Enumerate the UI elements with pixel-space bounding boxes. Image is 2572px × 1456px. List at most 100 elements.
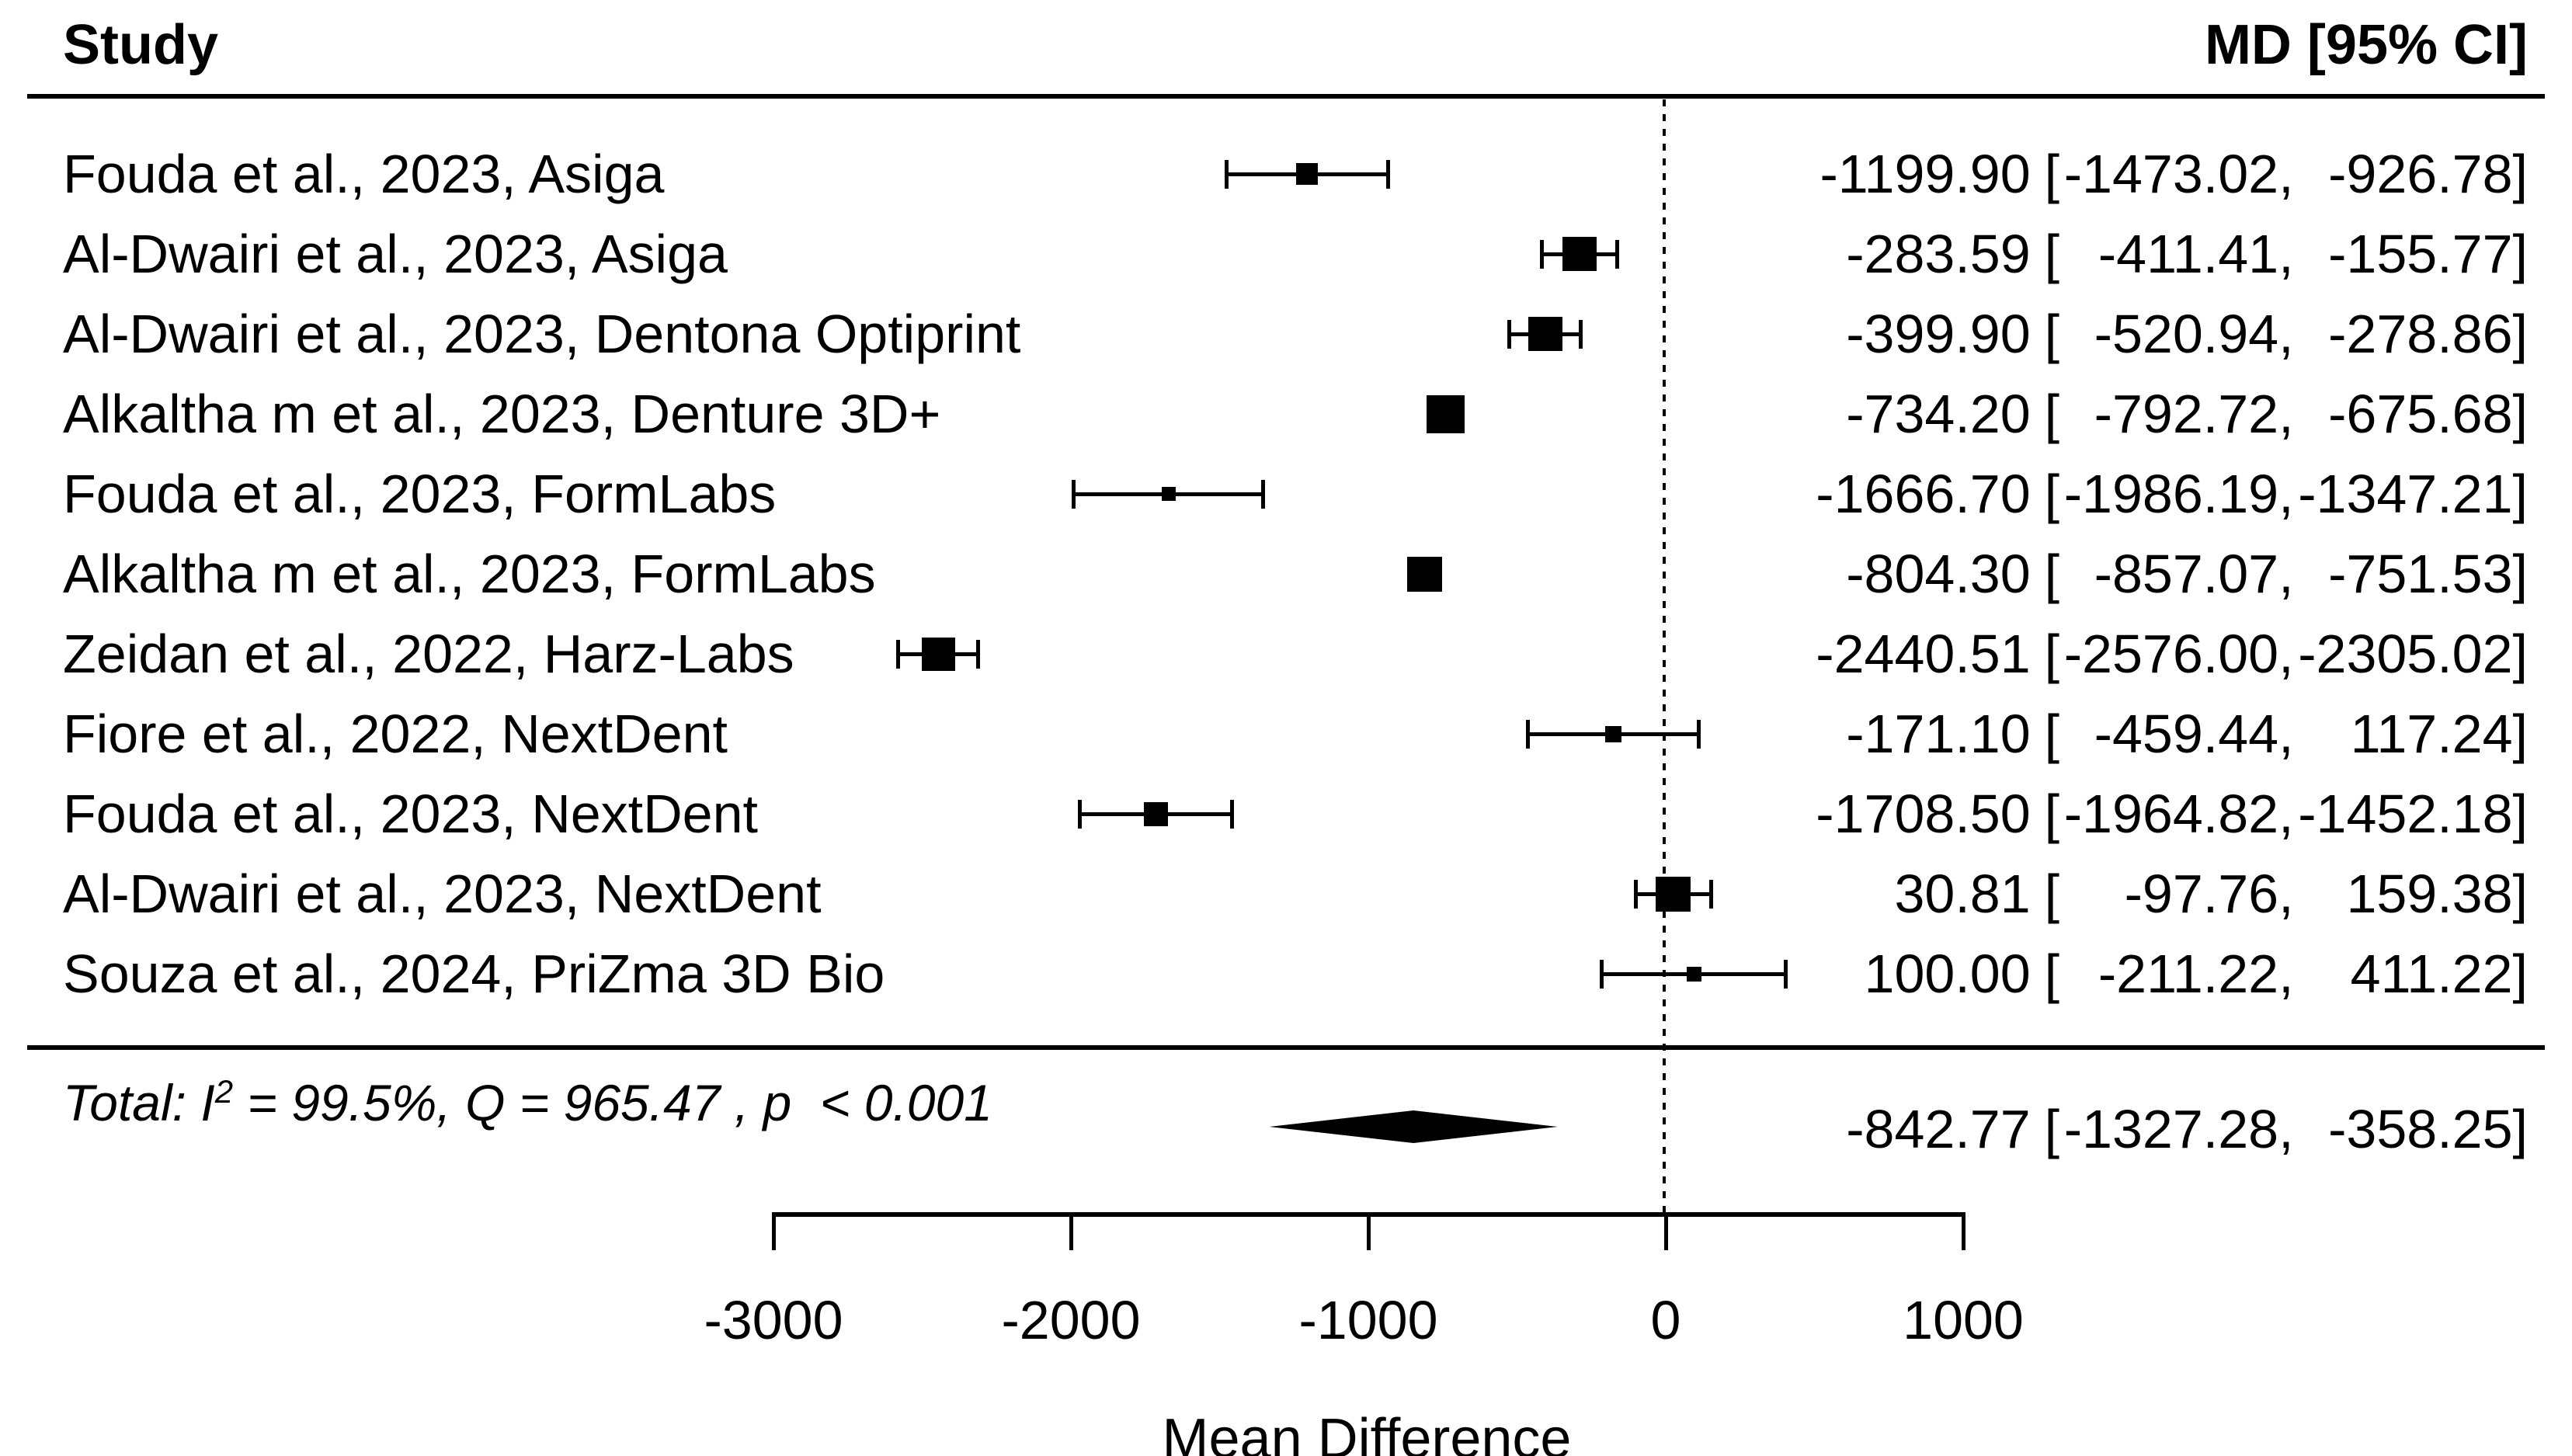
study-ci-text: -1666.70[-1986.19, -1347.21] bbox=[1812, 455, 2528, 533]
separator: , bbox=[2278, 384, 2294, 444]
ci-high-value: 159.38 bbox=[2346, 864, 2513, 924]
open-bracket: [ bbox=[2044, 943, 2060, 1004]
ci-high-value: -155.77 bbox=[2328, 224, 2513, 284]
separator: , bbox=[2278, 544, 2294, 604]
close-bracket: ] bbox=[2512, 943, 2528, 1004]
ci-cap-right bbox=[1386, 160, 1391, 189]
x-axis-tick-label: -1000 bbox=[1298, 1290, 1438, 1350]
separator: , bbox=[2278, 864, 2294, 924]
md-value: -171.10 bbox=[1846, 704, 2031, 764]
close-bracket: ] bbox=[2512, 784, 2528, 844]
heterogeneity-text: Total: I2 = 99.5%, Q = 965.47 , p < 0.00… bbox=[63, 1065, 992, 1140]
ci-cap-left bbox=[1600, 960, 1604, 989]
close-bracket: ] bbox=[2512, 224, 2528, 284]
md-value: -734.20 bbox=[1846, 384, 2031, 444]
ci-cap-right bbox=[1696, 720, 1701, 749]
separator: , bbox=[2278, 784, 2294, 844]
study-label: Souza et al., 2024, PriZma 3D Bio bbox=[63, 943, 885, 1004]
study-ci-text: -2440.51[-2576.00, -2305.02] bbox=[1812, 615, 2528, 693]
ci-high-value: -1347.21 bbox=[2298, 464, 2513, 524]
study-label: Fouda et al., 2023, FormLabs bbox=[63, 464, 777, 524]
md-value: -2440.51 bbox=[1816, 624, 2031, 684]
study-label: Al-Dwairi et al., 2023, Asiga bbox=[63, 224, 728, 284]
study-ci-text: 100.00[-211.22, 411.22] bbox=[1812, 935, 2528, 1013]
ci-cap-left bbox=[1224, 160, 1229, 189]
study-ci-text: 30.81[ -97.76, 159.38] bbox=[1812, 855, 2528, 933]
heterogeneity-superscript: 2 bbox=[214, 1073, 234, 1110]
separator: , bbox=[2278, 304, 2294, 364]
md-value: -399.90 bbox=[1846, 304, 2031, 364]
header-divider bbox=[27, 94, 2545, 99]
column-header-study: Study bbox=[63, 14, 219, 76]
x-axis-tick bbox=[1962, 1214, 1965, 1250]
effect-square bbox=[1407, 556, 1443, 592]
close-bracket: ] bbox=[2512, 144, 2528, 204]
effect-square bbox=[1656, 876, 1691, 912]
effect-square bbox=[1296, 163, 1319, 185]
ci-low-value: -97.76 bbox=[2124, 864, 2279, 924]
ci-cap-left bbox=[1078, 800, 1083, 829]
ci-cap-left bbox=[1507, 320, 1512, 349]
ci-low-value: -411.41 bbox=[2098, 224, 2279, 284]
study-label: Zeidan et al., 2022, Harz-Labs bbox=[63, 624, 794, 684]
md-value: -1708.50 bbox=[1816, 784, 2031, 844]
ci-low-value: -1964.82 bbox=[2063, 784, 2279, 844]
separator: , bbox=[2278, 624, 2294, 684]
x-axis-tick-label: -2000 bbox=[1001, 1290, 1141, 1350]
open-bracket: [ bbox=[2044, 224, 2060, 284]
open-bracket: [ bbox=[2044, 704, 2060, 764]
effect-square bbox=[1604, 725, 1621, 742]
close-bracket: ] bbox=[2512, 544, 2528, 604]
ci-cap-right bbox=[1615, 240, 1620, 269]
ci-high-value: -751.53 bbox=[2328, 544, 2513, 604]
md-value: -842.77 bbox=[1846, 1099, 2031, 1159]
study-ci-text: -734.20[-792.72, -675.68] bbox=[1812, 375, 2528, 453]
ci-low-value: -2576.00 bbox=[2063, 624, 2279, 684]
close-bracket: ] bbox=[2512, 864, 2528, 924]
ci-high-value: 117.24 bbox=[2350, 704, 2513, 764]
x-axis-title: Mean Difference bbox=[1162, 1408, 1572, 1456]
x-axis-tick bbox=[1069, 1214, 1073, 1250]
column-header-md-ci: MD [95% CI] bbox=[2204, 14, 2528, 76]
ci-high-value: -278.86 bbox=[2328, 304, 2513, 364]
open-bracket: [ bbox=[2044, 384, 2060, 444]
study-label: Al-Dwairi et al., 2023, Dentona Optiprin… bbox=[63, 304, 1021, 364]
open-bracket: [ bbox=[2044, 624, 2060, 684]
md-value: -1666.70 bbox=[1816, 464, 2031, 524]
ci-cap-left bbox=[1526, 720, 1531, 749]
close-bracket: ] bbox=[2512, 624, 2528, 684]
ci-low-value: -792.72 bbox=[2094, 384, 2279, 444]
md-value: 30.81 bbox=[1894, 864, 2031, 924]
separator: , bbox=[2278, 464, 2294, 524]
ci-cap-left bbox=[1540, 240, 1545, 269]
effect-square bbox=[1562, 237, 1597, 271]
study-label: Al-Dwairi et al., 2023, NextDent bbox=[63, 864, 822, 924]
heterogeneity-stats: = 99.5%, Q = 965.47 , p < 0.001 bbox=[233, 1074, 992, 1131]
study-ci-text: -1199.90[-1473.02, -926.78] bbox=[1812, 135, 2528, 213]
x-axis-tick-label: 0 bbox=[1650, 1290, 1681, 1350]
zero-reference-line bbox=[1663, 99, 1666, 1214]
md-value: 100.00 bbox=[1864, 943, 2031, 1004]
study-label: Alkaltha m et al., 2023, Denture 3D+ bbox=[63, 384, 941, 444]
open-bracket: [ bbox=[2044, 784, 2060, 844]
effect-square bbox=[1144, 801, 1169, 826]
ci-cap-left bbox=[1633, 880, 1638, 909]
ci-low-value: -520.94 bbox=[2094, 304, 2279, 364]
ci-cap-left bbox=[1072, 480, 1076, 509]
ci-high-value: -926.78 bbox=[2328, 144, 2513, 204]
md-value: -283.59 bbox=[1846, 224, 2031, 284]
overall-ci-text: -842.77[-1327.28, -358.25] bbox=[1812, 1090, 2528, 1168]
study-ci-text: -171.10[-459.44, 117.24] bbox=[1812, 695, 2528, 773]
close-bracket: ] bbox=[2512, 304, 2528, 364]
close-bracket: ] bbox=[2512, 704, 2528, 764]
ci-low-value: -1986.19 bbox=[2063, 464, 2279, 524]
study-label: Fiore et al., 2022, NextDent bbox=[63, 704, 728, 764]
open-bracket: [ bbox=[2044, 864, 2060, 924]
open-bracket: [ bbox=[2044, 464, 2060, 524]
effect-square bbox=[921, 637, 955, 671]
close-bracket: ] bbox=[2512, 464, 2528, 524]
open-bracket: [ bbox=[2044, 144, 2060, 204]
separator: , bbox=[2278, 1099, 2294, 1159]
effect-square bbox=[1161, 487, 1176, 501]
